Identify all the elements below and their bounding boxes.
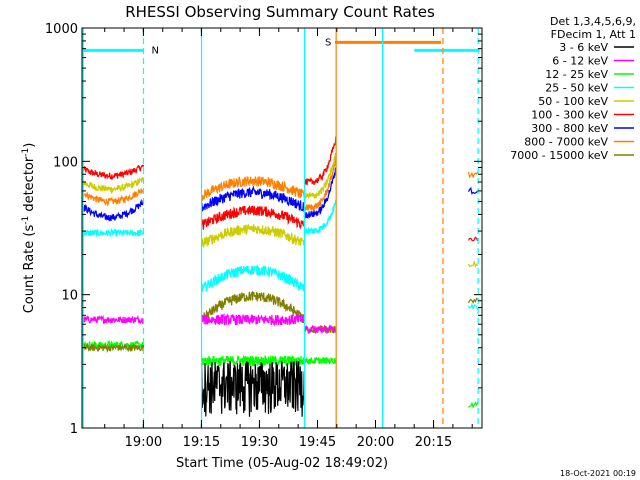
series-line — [82, 176, 145, 194]
x-tick-label: 20:00 — [357, 435, 394, 450]
legend-label: 800 - 7000 keV — [524, 136, 608, 149]
x-axis-label: Start Time (05-Aug-02 18:49:02) — [176, 456, 388, 471]
series-line — [303, 136, 337, 186]
series-line — [303, 167, 337, 220]
legend-header: FDecim 1, Att 1 — [551, 28, 636, 41]
legend-label: 12 - 25 keV — [545, 68, 608, 81]
series-line — [467, 236, 479, 242]
x-tick-label: 20:15 — [415, 435, 452, 450]
series-line — [82, 188, 144, 207]
y-tick-label: 10 — [61, 289, 78, 304]
series-line — [82, 342, 145, 354]
y-tick-label: 100 — [53, 155, 78, 170]
series-line — [200, 354, 305, 368]
series-line — [82, 164, 145, 181]
series-line — [467, 186, 479, 195]
legend-label: 3 - 6 keV — [559, 41, 608, 54]
y-tick-label: 1000 — [45, 22, 78, 37]
series-line — [467, 261, 479, 268]
data-series — [82, 136, 479, 417]
series-line — [200, 359, 305, 417]
series-line — [200, 313, 305, 327]
y-tick-label: 1 — [70, 422, 78, 437]
legend-label: 100 - 300 keV — [531, 109, 608, 122]
series-line — [303, 157, 337, 212]
axes: 19:00 19:15 19:30 19:45 20:00 20:15 1 10 100 1000 — [45, 22, 482, 450]
series-line — [200, 223, 305, 248]
x-tick-label: 19:45 — [299, 435, 336, 450]
observing-flags: NS — [82, 37, 480, 56]
series-line — [200, 264, 305, 295]
footer-timestamp: 18-Oct-2021 00:19 — [560, 469, 636, 478]
series-line — [467, 171, 479, 179]
series-line — [200, 290, 305, 324]
legend-label: 300 - 800 keV — [531, 122, 608, 135]
series-line — [468, 401, 479, 409]
series-line — [303, 356, 337, 365]
series-line — [467, 297, 479, 304]
legend: Det 1,3,4,5,6,9,FDecim 1, Att 13 - 6 keV… — [510, 15, 636, 162]
y-axis-label: Count Rate (s-1 detector-1) — [21, 143, 37, 314]
series-line — [201, 176, 305, 202]
series-line — [200, 185, 305, 213]
series-line — [303, 199, 337, 235]
series-line — [82, 314, 144, 325]
y-axis-label-exponent: -1 — [21, 148, 31, 157]
flag-label: S — [325, 37, 331, 48]
flag-label: N — [152, 45, 159, 56]
series-line — [82, 228, 144, 238]
x-tick-label: 19:30 — [241, 435, 278, 450]
segment-markers — [82, 28, 479, 428]
x-tick-label: 19:15 — [183, 435, 220, 450]
y-axis-label-part: Count Rate (s — [22, 225, 37, 314]
y-axis-label-part: detector — [22, 156, 37, 216]
legend-label: 6 - 12 keV — [552, 55, 608, 68]
legend-label: 50 - 100 keV — [538, 95, 608, 108]
chart-title: RHESSI Observing Summary Count Rates — [125, 3, 435, 21]
series-line — [303, 324, 337, 335]
y-axis-label-part: ) — [22, 143, 37, 148]
x-tick-label: 19:00 — [125, 435, 162, 450]
series-line — [467, 303, 479, 311]
plot-frame — [81, 27, 483, 429]
legend-label: 25 - 50 keV — [545, 82, 608, 95]
legend-label: 7000 - 15000 keV — [510, 149, 608, 162]
series-line — [82, 198, 144, 222]
legend-header: Det 1,3,4,5,6,9, — [550, 15, 636, 28]
y-axis-label-exponent: -1 — [21, 216, 31, 225]
series-line — [303, 152, 337, 200]
series-line — [200, 205, 305, 230]
